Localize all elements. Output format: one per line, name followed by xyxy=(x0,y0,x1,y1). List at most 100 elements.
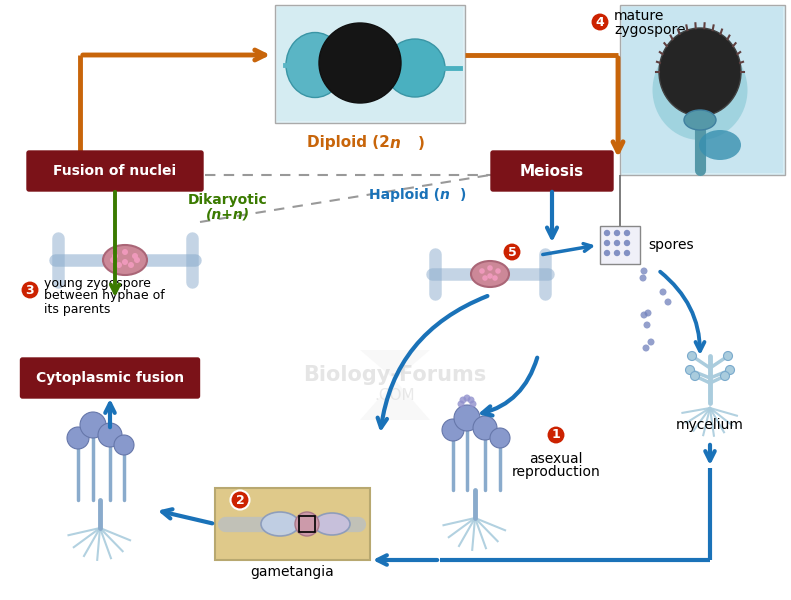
Circle shape xyxy=(495,268,501,274)
Circle shape xyxy=(112,253,118,259)
Circle shape xyxy=(110,257,116,263)
Circle shape xyxy=(604,240,610,246)
Text: ): ) xyxy=(460,188,467,202)
Circle shape xyxy=(721,371,729,380)
Text: 2: 2 xyxy=(236,493,244,506)
Circle shape xyxy=(614,250,620,256)
Ellipse shape xyxy=(261,512,299,536)
Text: n: n xyxy=(390,136,401,151)
Circle shape xyxy=(686,365,694,374)
Text: 5: 5 xyxy=(508,245,517,259)
Text: 1: 1 xyxy=(551,428,560,442)
Circle shape xyxy=(641,311,648,319)
Circle shape xyxy=(641,268,648,275)
Circle shape xyxy=(80,412,106,438)
Circle shape xyxy=(614,240,620,246)
Circle shape xyxy=(644,322,650,329)
Ellipse shape xyxy=(699,130,741,160)
Circle shape xyxy=(473,416,497,440)
Text: Fusion of nuclei: Fusion of nuclei xyxy=(54,164,176,178)
Circle shape xyxy=(454,405,480,431)
Circle shape xyxy=(132,253,138,259)
Circle shape xyxy=(490,428,510,448)
Text: Dikaryotic: Dikaryotic xyxy=(188,193,268,207)
Text: Biology-Forums: Biology-Forums xyxy=(304,365,486,385)
Circle shape xyxy=(230,491,249,509)
Text: Cytoplasmic fusion: Cytoplasmic fusion xyxy=(36,371,184,385)
Bar xyxy=(299,516,315,532)
Circle shape xyxy=(648,338,654,346)
Text: zygospore: zygospore xyxy=(614,23,686,37)
FancyBboxPatch shape xyxy=(491,151,613,191)
Ellipse shape xyxy=(103,245,147,275)
Circle shape xyxy=(660,289,667,295)
Text: 3: 3 xyxy=(25,283,34,296)
Circle shape xyxy=(457,401,464,407)
Text: (n+n): (n+n) xyxy=(206,207,250,221)
Circle shape xyxy=(547,425,566,445)
Bar xyxy=(620,5,785,175)
Text: mycelium: mycelium xyxy=(676,418,744,432)
Circle shape xyxy=(442,419,464,441)
Circle shape xyxy=(487,273,493,279)
Text: ): ) xyxy=(418,136,425,151)
FancyBboxPatch shape xyxy=(21,358,199,398)
Circle shape xyxy=(724,352,732,361)
Text: Diploid (2: Diploid (2 xyxy=(307,136,390,151)
Circle shape xyxy=(483,275,488,281)
Circle shape xyxy=(487,265,493,271)
Text: its parents: its parents xyxy=(44,302,111,316)
Circle shape xyxy=(470,401,476,407)
Ellipse shape xyxy=(659,28,741,116)
Circle shape xyxy=(687,352,697,361)
Circle shape xyxy=(467,397,475,403)
Text: reproduction: reproduction xyxy=(512,465,600,479)
Text: 4: 4 xyxy=(596,16,604,28)
Bar xyxy=(622,7,783,173)
Text: gametangia: gametangia xyxy=(250,565,334,579)
Text: .COM: .COM xyxy=(375,388,415,403)
FancyBboxPatch shape xyxy=(27,151,203,191)
Ellipse shape xyxy=(286,32,344,97)
Circle shape xyxy=(604,250,610,256)
Circle shape xyxy=(67,427,89,449)
Circle shape xyxy=(479,268,485,274)
Text: mature: mature xyxy=(614,9,664,23)
Text: young zygospore: young zygospore xyxy=(44,277,151,289)
Circle shape xyxy=(614,230,620,236)
Circle shape xyxy=(98,423,122,447)
Text: spores: spores xyxy=(648,238,694,252)
Circle shape xyxy=(502,242,521,262)
Circle shape xyxy=(122,259,128,265)
Bar xyxy=(215,488,370,560)
Ellipse shape xyxy=(653,40,747,140)
Ellipse shape xyxy=(385,39,445,97)
Circle shape xyxy=(128,262,134,268)
Circle shape xyxy=(645,310,652,317)
Text: asexual: asexual xyxy=(529,452,583,466)
Circle shape xyxy=(116,262,122,268)
Circle shape xyxy=(664,298,672,305)
Circle shape xyxy=(492,275,498,281)
Circle shape xyxy=(134,257,140,263)
Circle shape xyxy=(604,230,610,236)
Ellipse shape xyxy=(471,261,509,287)
Ellipse shape xyxy=(314,513,350,535)
Bar xyxy=(275,5,465,123)
Circle shape xyxy=(591,13,610,31)
Circle shape xyxy=(691,371,699,380)
Circle shape xyxy=(624,230,630,236)
Circle shape xyxy=(642,344,649,352)
Text: between hyphae of: between hyphae of xyxy=(44,289,165,302)
Circle shape xyxy=(295,512,319,536)
Circle shape xyxy=(725,365,735,374)
Bar xyxy=(600,226,640,264)
Circle shape xyxy=(624,250,630,256)
Ellipse shape xyxy=(319,23,401,103)
Circle shape xyxy=(122,249,128,255)
Circle shape xyxy=(464,395,471,401)
Text: Haploid (: Haploid ( xyxy=(369,188,440,202)
Ellipse shape xyxy=(684,110,716,130)
Text: n: n xyxy=(440,188,450,202)
Bar xyxy=(277,7,463,121)
